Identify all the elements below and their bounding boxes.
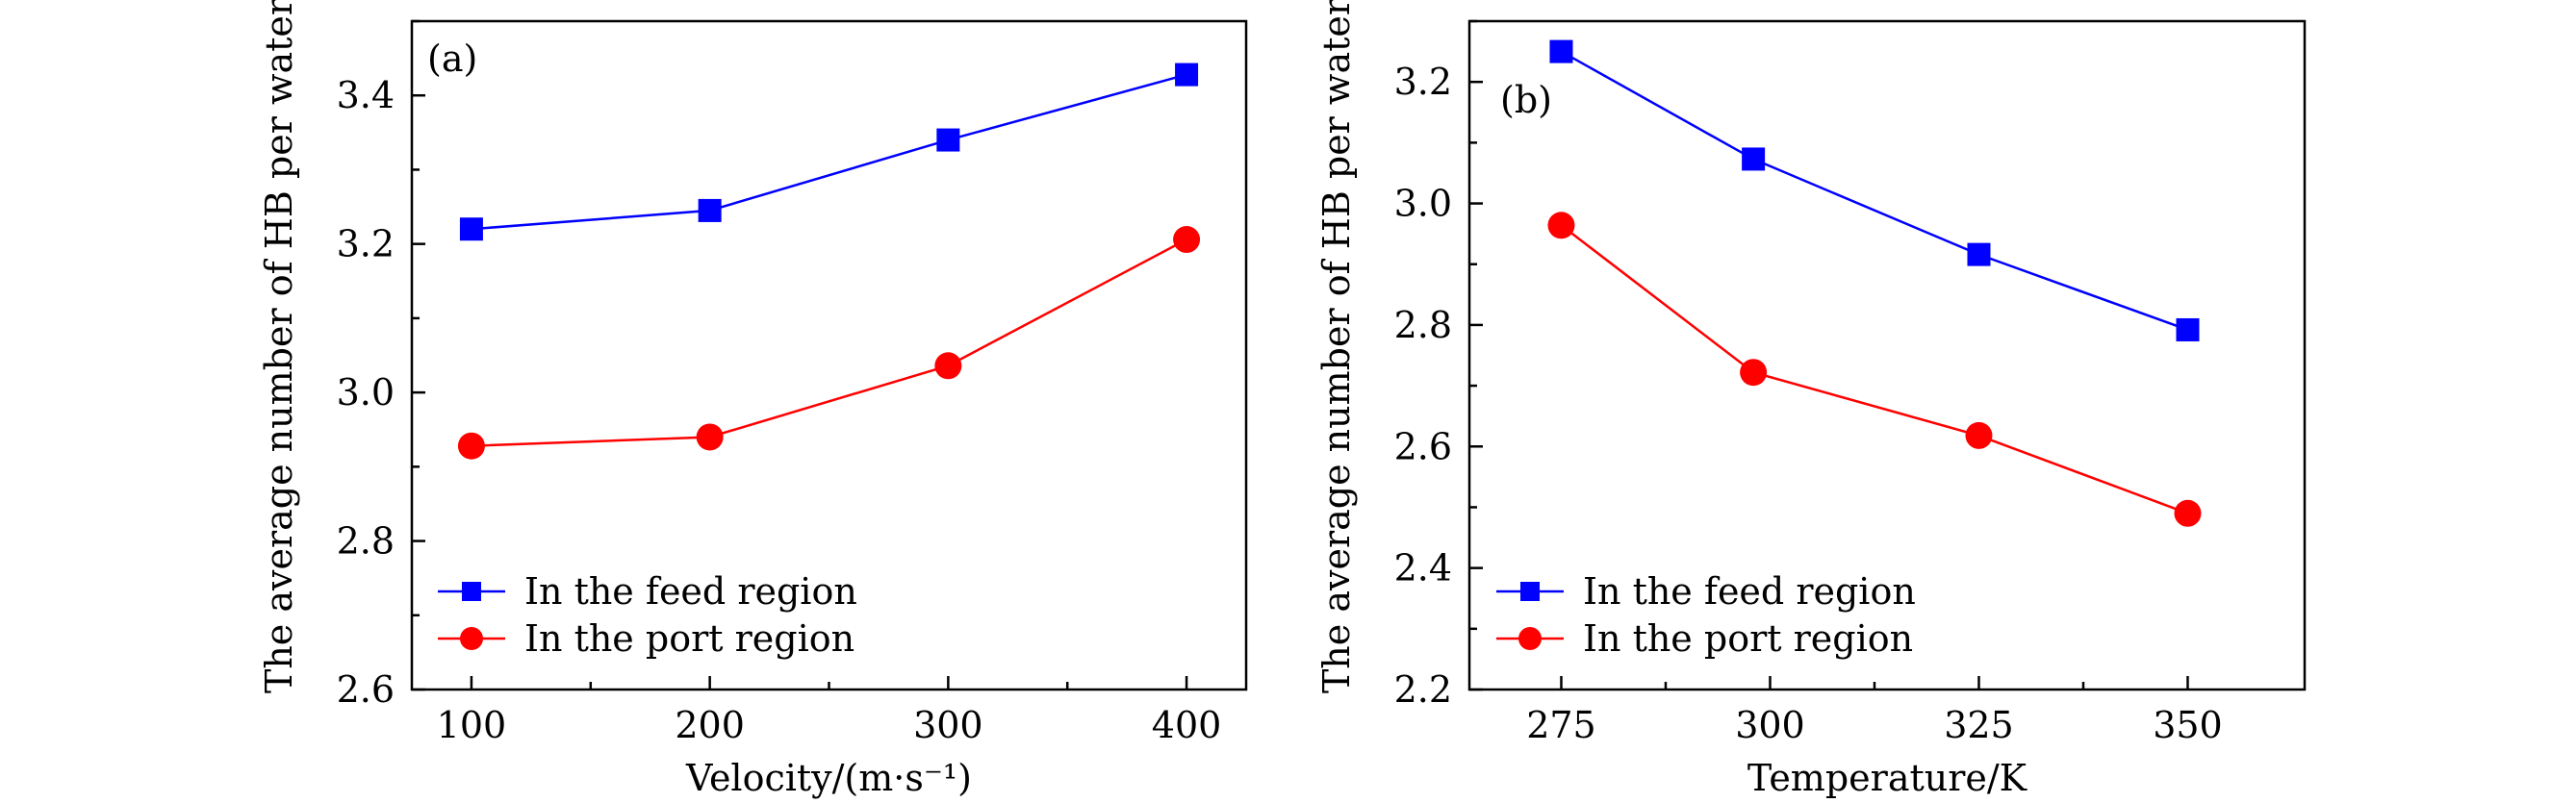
data-point bbox=[459, 217, 483, 241]
legend-entry: In the feed region bbox=[1496, 570, 1916, 613]
data-point bbox=[1742, 147, 1766, 171]
y-tick-label: 3.2 bbox=[337, 223, 395, 265]
x-tick-label: 350 bbox=[2153, 704, 2223, 746]
legend-entry: In the port region bbox=[438, 617, 854, 660]
y-tick-label: 2.6 bbox=[1394, 425, 1452, 467]
series-feed-region bbox=[1549, 39, 2200, 341]
data-point bbox=[2176, 317, 2200, 341]
legend-entry: In the port region bbox=[1496, 617, 1913, 660]
chart-panel-b: 275 300 325 350 2.2 2.4 2.6 2.8 3.0 3.2 Temperatur… bbox=[1315, 0, 2307, 799]
y-tick-label: 2.8 bbox=[337, 520, 395, 563]
chart-panel-a: 100 200 300 400 2.6 2.8 3.0 3.2 3.4 Velocity/(m·s… bbox=[258, 0, 1248, 799]
panel-label: (b) bbox=[1500, 79, 1552, 121]
legend-label: In the feed region bbox=[524, 570, 857, 613]
series-line bbox=[471, 238, 1187, 447]
panel-label: (a) bbox=[427, 38, 477, 80]
y-tick-label: 3.2 bbox=[1394, 61, 1452, 103]
data-point bbox=[1967, 242, 1991, 266]
x-tick-label: 200 bbox=[675, 704, 745, 746]
plot-frame bbox=[1467, 19, 2307, 691]
y-tick-label: 2.8 bbox=[1394, 304, 1452, 346]
y-tick-label: 3.0 bbox=[1394, 183, 1452, 225]
y-tick-label: 2.4 bbox=[1394, 547, 1452, 590]
data-point bbox=[1173, 226, 1201, 254]
legend-marker bbox=[460, 627, 483, 650]
data-point bbox=[1740, 359, 1768, 387]
data-point bbox=[1549, 39, 1573, 63]
y-tick-label: 3.0 bbox=[337, 371, 395, 414]
data-point bbox=[1965, 421, 1993, 449]
series-line bbox=[471, 73, 1187, 231]
data-point bbox=[1175, 63, 1199, 87]
data-point bbox=[696, 423, 724, 451]
legend-label: In the port region bbox=[524, 617, 854, 660]
x-tick-label: 100 bbox=[437, 704, 507, 746]
data-point bbox=[934, 352, 962, 380]
x-tick-label: 275 bbox=[1526, 704, 1596, 746]
x-axis-label: Velocity/(m·s⁻¹) bbox=[685, 757, 972, 799]
legend-marker bbox=[1518, 627, 1542, 650]
series-port-region bbox=[457, 226, 1201, 460]
data-point bbox=[698, 198, 722, 222]
legend-marker bbox=[1520, 582, 1540, 601]
y-axis-label: The average number of HB per water bbox=[258, 0, 300, 693]
legend-entry: In the feed region bbox=[438, 570, 857, 613]
legend-label: In the feed region bbox=[1583, 570, 1916, 613]
y-tick-label: 2.2 bbox=[1394, 668, 1452, 711]
series-port-region bbox=[1547, 212, 2202, 527]
data-point bbox=[457, 432, 485, 460]
y-axis-label: The average number of HB per water bbox=[1315, 0, 1358, 693]
x-tick-label: 325 bbox=[1944, 704, 2014, 746]
series-line bbox=[1560, 50, 2188, 332]
data-point bbox=[1547, 212, 1575, 239]
x-axis-label: Temperature/K bbox=[1747, 757, 2028, 799]
series-feed-region bbox=[459, 63, 1199, 241]
series-line bbox=[1560, 224, 2188, 514]
legend-label: In the port region bbox=[1583, 617, 1913, 660]
y-tick-label: 2.6 bbox=[337, 668, 395, 711]
x-tick-label: 300 bbox=[913, 704, 983, 746]
data-point bbox=[936, 128, 960, 152]
data-point bbox=[2174, 499, 2202, 527]
legend-marker bbox=[462, 582, 481, 601]
y-tick-label: 3.4 bbox=[337, 74, 395, 116]
x-tick-label: 400 bbox=[1152, 704, 1222, 746]
x-tick-label: 300 bbox=[1735, 704, 1805, 746]
